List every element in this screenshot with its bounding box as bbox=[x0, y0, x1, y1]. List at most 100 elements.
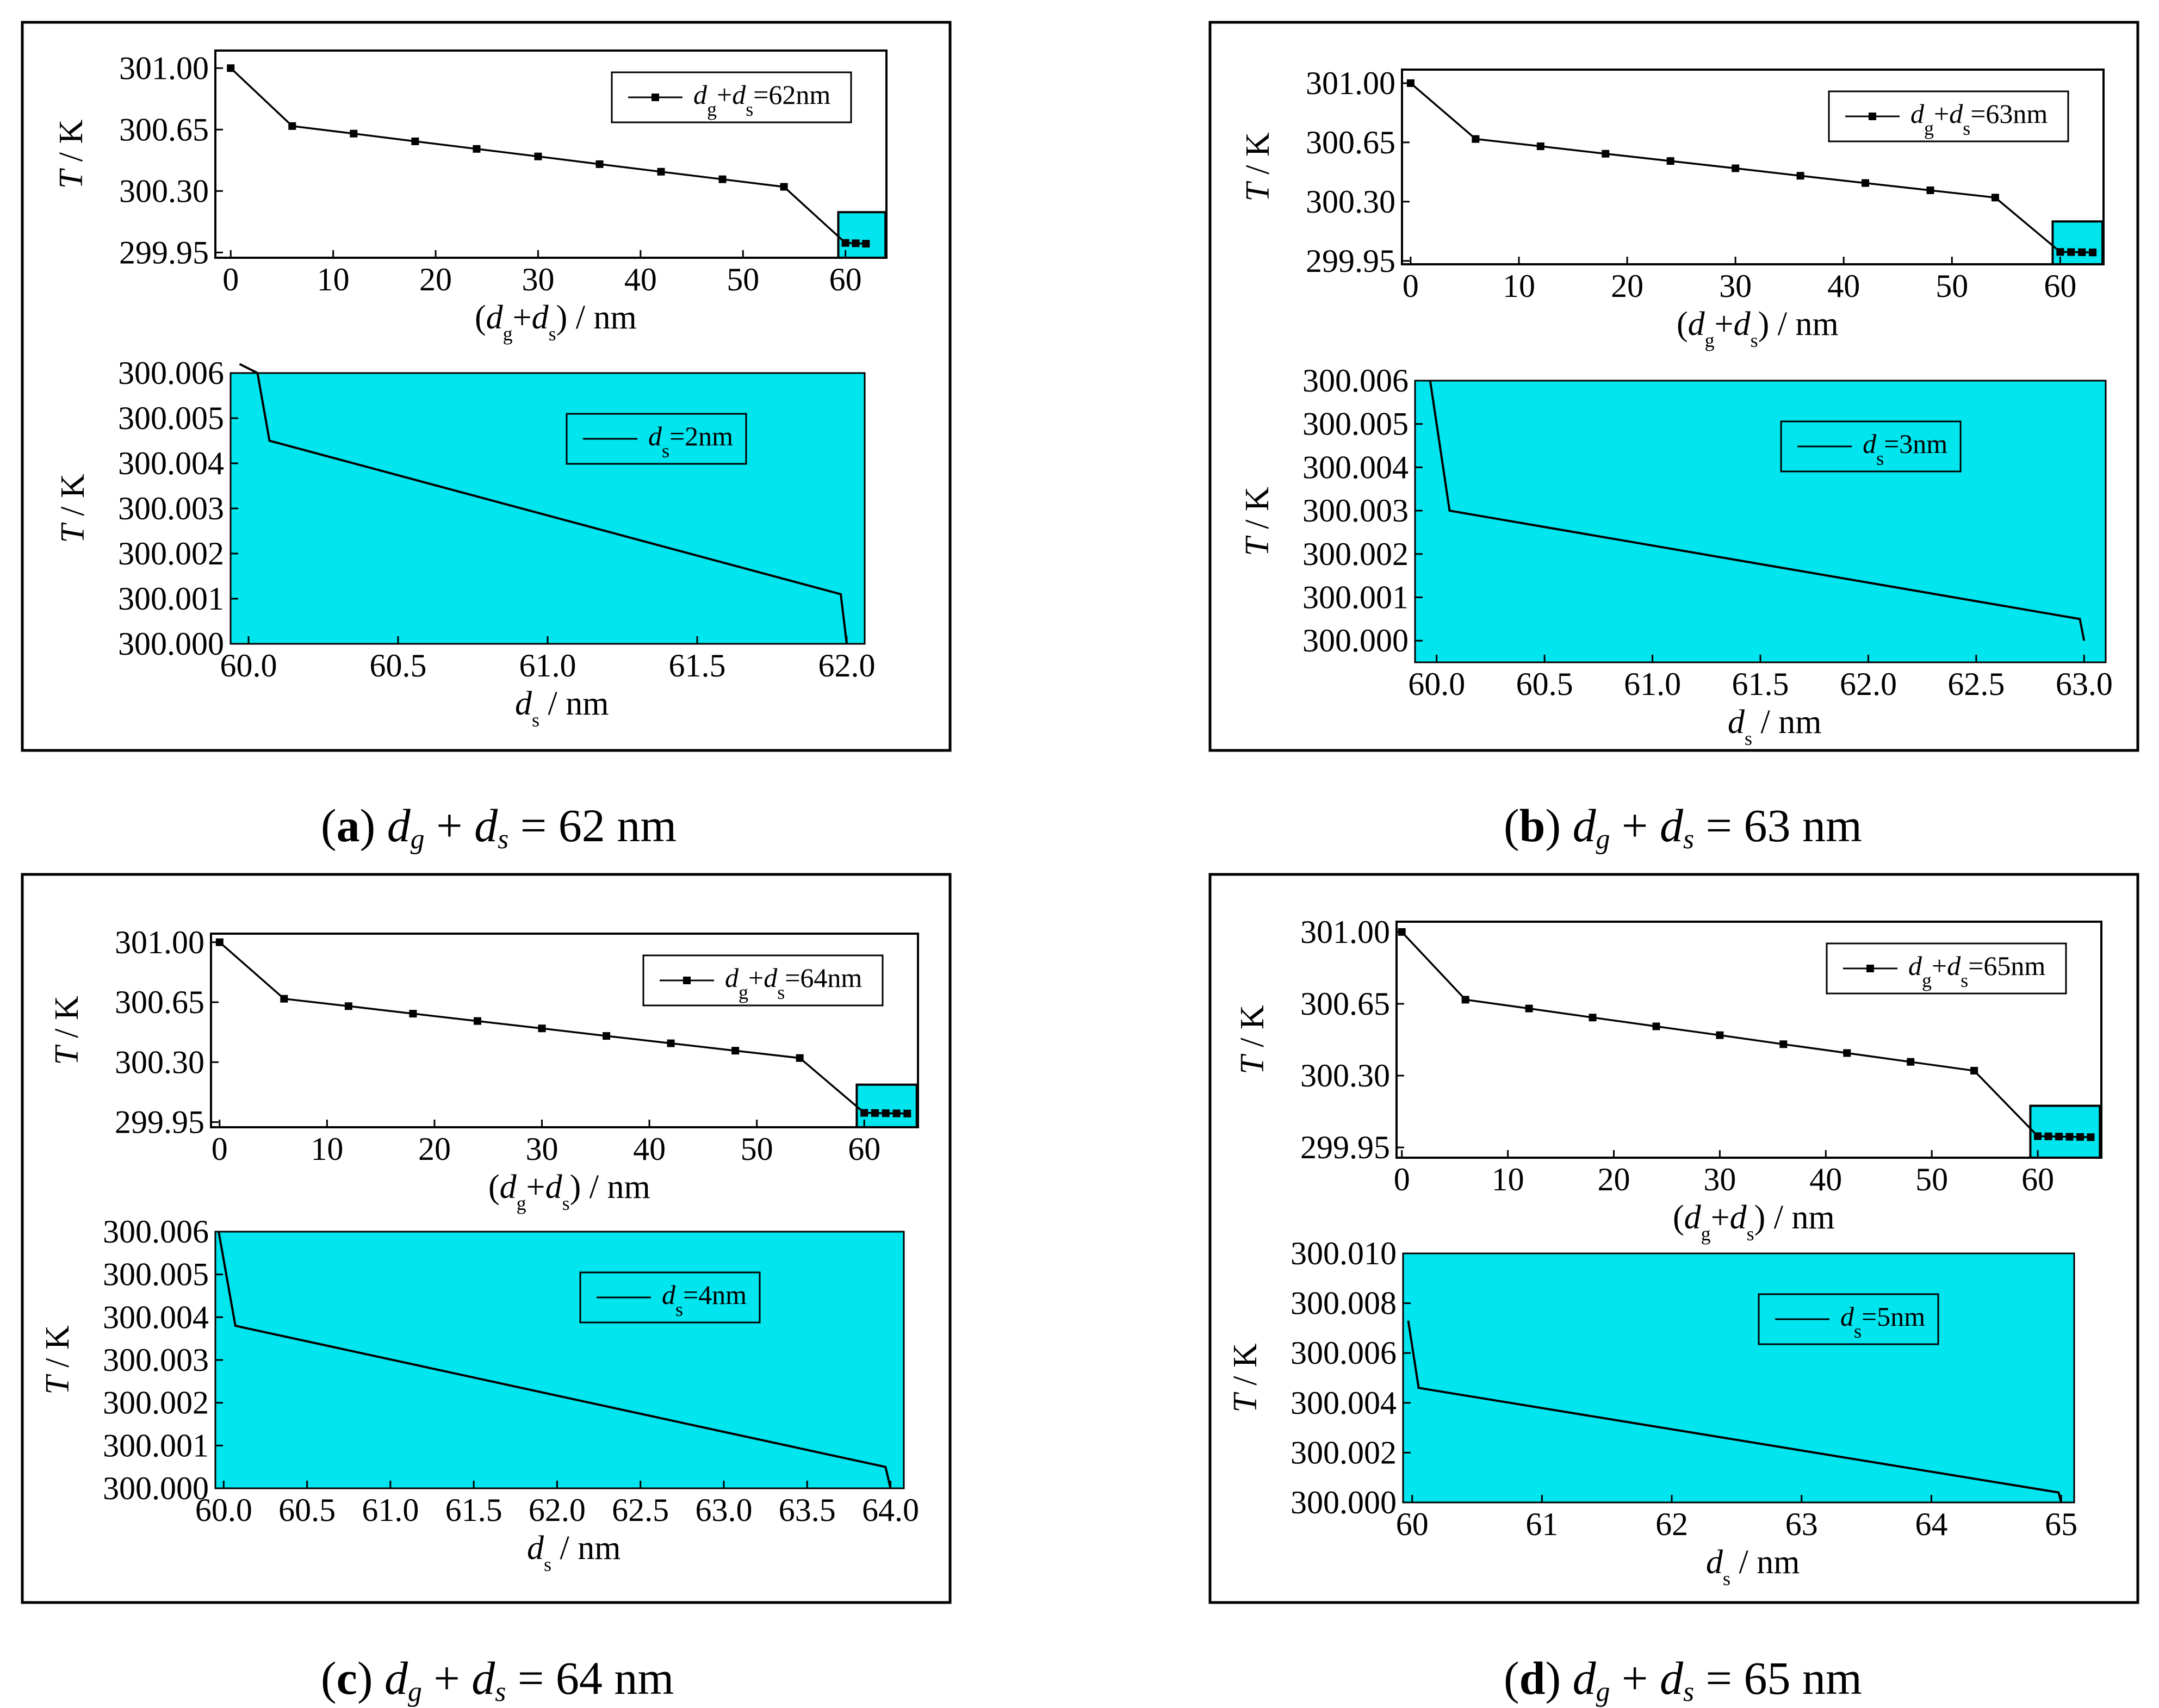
x-tick-label: 63.0 bbox=[695, 1492, 752, 1528]
y-tick-label: 300.65 bbox=[115, 984, 204, 1020]
label-part: / K bbox=[1239, 487, 1276, 537]
label-part: T bbox=[1239, 535, 1276, 556]
label-part: d bbox=[662, 1280, 676, 1310]
data-point bbox=[473, 145, 481, 153]
y-axis-label: T / K bbox=[39, 1325, 76, 1395]
data-point bbox=[731, 1047, 740, 1055]
x-tick-label: 62 bbox=[1655, 1506, 1688, 1542]
label-part: s bbox=[1751, 330, 1758, 351]
data-point bbox=[2078, 248, 2086, 256]
y-tick-label: 301.00 bbox=[115, 924, 204, 960]
x-tick-label: 60 bbox=[848, 1131, 880, 1167]
label-part: s bbox=[1876, 448, 1884, 469]
label-part: d bbox=[545, 1169, 563, 1206]
data-point bbox=[862, 240, 870, 248]
label-part: / K bbox=[39, 1325, 76, 1376]
x-tick-label: 60.0 bbox=[195, 1492, 252, 1528]
y-tick-label: 300.004 bbox=[1291, 1385, 1397, 1421]
y-tick-label: 300.010 bbox=[1291, 1235, 1397, 1271]
y-tick-label: 300.005 bbox=[1302, 406, 1409, 442]
caption-letter: a bbox=[336, 799, 360, 852]
x-tick-label: 62.0 bbox=[529, 1492, 586, 1528]
y-tick-label: 300.003 bbox=[1302, 493, 1409, 529]
label-part: + bbox=[1932, 951, 1947, 981]
y-tick-label: 300.30 bbox=[115, 1044, 204, 1080]
main-chart-b: 0 10 20 30 40 50 60 301.00 300.65 300.30 299.95 T /… bbox=[1239, 65, 2105, 351]
x-tick-label: 40 bbox=[1827, 268, 1860, 304]
x-tick-label: 60.5 bbox=[278, 1492, 336, 1528]
data-point bbox=[280, 995, 288, 1003]
x-tick-label: 30 bbox=[522, 262, 554, 297]
plot-frame bbox=[1401, 69, 2105, 265]
label-part: d bbox=[532, 299, 549, 336]
x-tick-label: 62.0 bbox=[1840, 666, 1897, 702]
y-tick-label: 299.95 bbox=[1306, 243, 1395, 279]
label-part: d bbox=[648, 421, 662, 451]
data-point bbox=[852, 239, 860, 247]
label-part: ) / nm bbox=[1754, 1199, 1835, 1236]
label-part: d bbox=[500, 1169, 517, 1206]
data-point bbox=[2089, 249, 2097, 257]
data-point bbox=[860, 1109, 868, 1117]
main-chart-d: 0 10 20 30 40 50 60 301.00 300.65 300.30 299.95 T /… bbox=[1234, 914, 2102, 1245]
label-part: / nm bbox=[551, 1530, 621, 1567]
x-tick-label: 0 bbox=[1394, 1162, 1410, 1197]
data-point bbox=[1472, 135, 1480, 143]
x-axis-label: (dg+ds) / nm bbox=[488, 1169, 650, 1214]
caption-value: 65 nm bbox=[1744, 1652, 1862, 1704]
y-tick-label: 300.002 bbox=[118, 536, 224, 572]
plot-frame bbox=[214, 49, 888, 259]
label-part: s bbox=[1747, 1223, 1754, 1245]
y-tick-label: 300.000 bbox=[1291, 1485, 1397, 1520]
label-part: + bbox=[717, 79, 732, 110]
y-axis-label: T / K bbox=[1227, 1343, 1264, 1413]
data-point bbox=[2044, 1132, 2052, 1140]
x-tick-label: 50 bbox=[1935, 268, 1968, 304]
y-tick-label: 299.95 bbox=[115, 1104, 204, 1140]
zoom-region-box bbox=[2029, 1104, 2101, 1159]
label-part: ) / nm bbox=[556, 299, 637, 336]
x-tick-label: 0 bbox=[212, 1131, 228, 1167]
x-tick-label: 40 bbox=[624, 262, 657, 297]
caption-value: 62 nm bbox=[558, 799, 677, 852]
x-axis-label: ds / nm bbox=[1728, 704, 1821, 749]
x-tick-label: 20 bbox=[1598, 1162, 1630, 1197]
data-point bbox=[344, 1002, 352, 1010]
figure-panel-d: 0 10 20 30 40 50 60 301.00 300.65 300.30 299.95 T /… bbox=[1208, 873, 2139, 1604]
label-part: d bbox=[1688, 306, 1705, 343]
legend-label: ds=3nm bbox=[1863, 428, 1947, 469]
x-axis-label: (dg+ds) / nm bbox=[1673, 1199, 1835, 1245]
data-point bbox=[1398, 928, 1406, 936]
data-point bbox=[1666, 157, 1674, 165]
data-point bbox=[2087, 1133, 2095, 1141]
x-axis-label: ds / nm bbox=[527, 1530, 621, 1575]
x-tick-label: 63.5 bbox=[779, 1492, 836, 1528]
label-part: d bbox=[1949, 98, 1963, 129]
x-tick-label: 62.5 bbox=[612, 1492, 669, 1528]
label-part: T bbox=[1239, 181, 1276, 202]
label-part: ( bbox=[488, 1169, 500, 1206]
x-tick-label: 20 bbox=[419, 262, 452, 297]
legend-label: ds=5nm bbox=[1840, 1301, 1925, 1342]
label-part: d bbox=[1863, 428, 1877, 459]
label-part: =62nm bbox=[753, 79, 830, 110]
x-tick-label: 61 bbox=[1525, 1506, 1558, 1542]
data-point bbox=[2076, 1133, 2084, 1141]
y-tick-label: 300.000 bbox=[118, 626, 224, 662]
x-tick-label: 62.0 bbox=[818, 648, 876, 684]
y-tick-label: 300.005 bbox=[118, 400, 224, 436]
y-tick-label: 300.003 bbox=[103, 1342, 209, 1378]
data-point bbox=[215, 938, 224, 946]
y-axis-label: T / K bbox=[54, 474, 91, 543]
y-tick-label: 300.004 bbox=[1302, 449, 1409, 485]
zoom-chart-d: 60 61 62 63 64 65 300.010 300.008 300.006 300.004… bbox=[1227, 1235, 2077, 1589]
y-tick-label: 299.95 bbox=[119, 234, 209, 270]
label-part: s bbox=[549, 323, 556, 345]
label-part: d bbox=[732, 79, 746, 110]
data-point bbox=[657, 167, 665, 176]
label-part: d bbox=[764, 962, 778, 993]
caption-d: (d) dg + ds = 65 nm bbox=[1504, 1652, 1862, 1707]
y-axis-label: T / K bbox=[48, 996, 85, 1065]
figure-panel-b: 0 10 20 30 40 50 60 301.00 300.65 300.30 299.95 T /… bbox=[1208, 21, 2139, 752]
main-chart-c: 0 10 20 30 40 50 60 301.00 300.65 300.30 299.95 T /… bbox=[48, 924, 919, 1214]
